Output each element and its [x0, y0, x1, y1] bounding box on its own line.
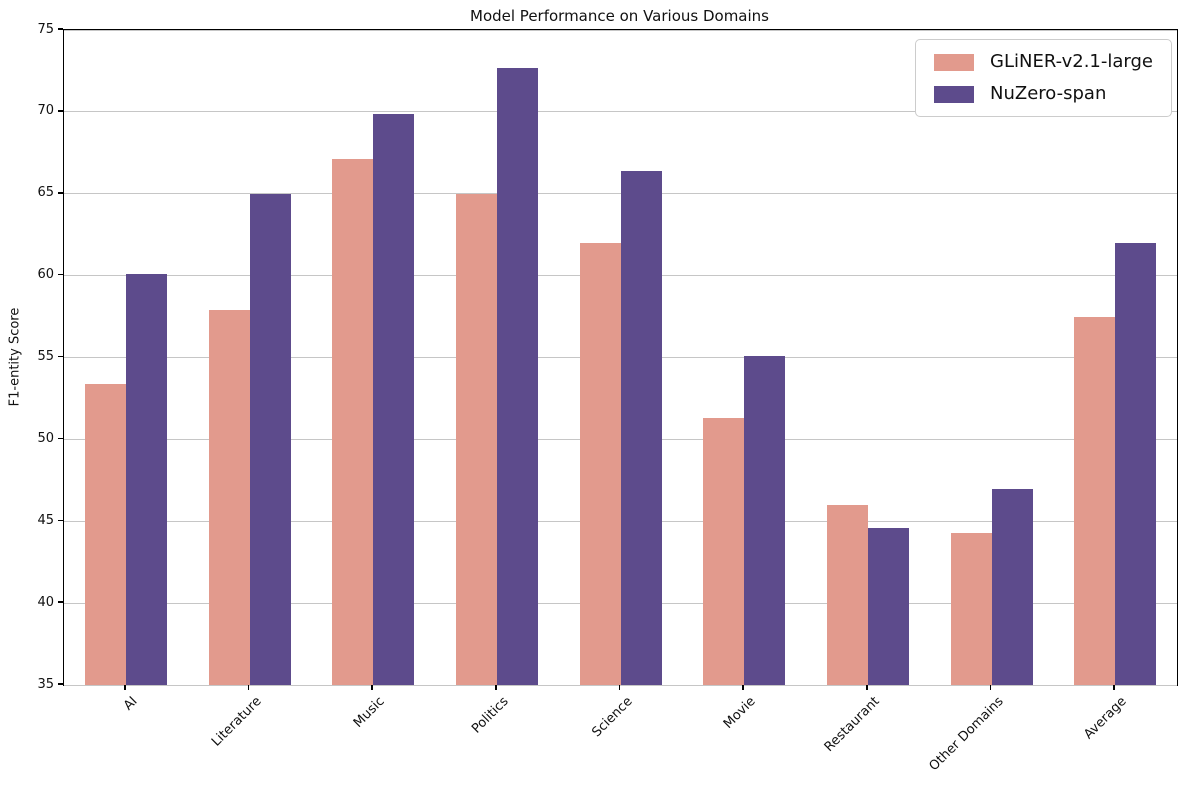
x-tick-label-literature: Literature: [208, 694, 265, 750]
bar-nuzero-span-science: [620, 170, 662, 685]
legend-label: NuZero-span: [990, 83, 1107, 104]
y-tick-label-60: 60: [37, 267, 54, 283]
x-tick-label-politics: Politics: [468, 694, 512, 737]
bar-nuzero-span-literature: [249, 193, 291, 685]
bar-gliner-v2-1-large-music: [332, 159, 374, 685]
gridline-y-70: [64, 111, 1177, 113]
x-tick-label-other-domains: Other Domains: [926, 694, 1007, 775]
y-tick-label-35: 35: [37, 676, 54, 692]
bar-nuzero-span-music: [373, 113, 415, 685]
x-tick-mark: [618, 685, 621, 690]
bar-gliner-v2-1-large-other-domains: [950, 532, 992, 685]
bar-gliner-v2-1-large-average: [1074, 316, 1116, 685]
legend-swatch-nuzero: [934, 85, 974, 103]
x-tick-mark: [495, 685, 497, 690]
y-tick-label-55: 55: [37, 349, 54, 364]
y-tick-mark: [58, 601, 63, 603]
x-tick-mark: [371, 685, 373, 690]
bar-gliner-v2-1-large-literature: [208, 310, 250, 685]
plot-area: [63, 29, 1178, 686]
y-tick-mark: [58, 28, 63, 30]
y-tick-label-75: 75: [37, 21, 54, 37]
bar-gliner-v2-1-large-ai: [84, 383, 126, 685]
legend-label: GLiNER-v2.1-large: [990, 51, 1153, 72]
y-tick-label-70: 70: [37, 103, 54, 119]
legend: GLiNER-v2.1-large NuZero-span: [915, 39, 1172, 117]
bar-nuzero-span-ai: [125, 274, 167, 685]
x-tick-label-ai: AI: [120, 694, 141, 714]
legend-item: GLiNER-v2.1-large: [934, 52, 1153, 72]
x-tick-label-average: Average: [1081, 694, 1130, 743]
x-tick-mark: [866, 685, 868, 690]
bar-nuzero-span-average: [1115, 242, 1157, 685]
x-tick-label-restaurant: Restaurant: [821, 694, 883, 755]
x-tick-mark: [247, 685, 250, 690]
bar-gliner-v2-1-large-restaurant: [826, 504, 868, 685]
y-tick-mark: [58, 110, 63, 112]
x-tick-label-movie: Movie: [720, 694, 759, 732]
y-tick-mark: [58, 683, 63, 685]
y-tick-mark: [58, 519, 63, 521]
gridline-y-75: [64, 29, 1177, 31]
legend-item: NuZero-span: [934, 84, 1153, 104]
x-tick-label-music: Music: [350, 694, 388, 731]
bar-nuzero-span-movie: [744, 355, 786, 685]
gridline-y-35: [64, 684, 1177, 686]
y-tick-label-40: 40: [37, 594, 54, 610]
bar-gliner-v2-1-large-science: [579, 242, 621, 685]
y-tick-label-65: 65: [37, 185, 54, 201]
bar-nuzero-span-restaurant: [867, 527, 909, 685]
y-tick-mark: [58, 273, 63, 276]
chart-title: Model Performance on Various Domains: [470, 7, 769, 25]
x-tick-mark: [124, 685, 126, 690]
y-tick-mark: [58, 192, 63, 194]
x-tick-mark: [989, 685, 992, 690]
bar-gliner-v2-1-large-movie: [703, 418, 745, 685]
y-tick-mark: [58, 437, 63, 440]
y-tick-mark: [58, 355, 63, 358]
x-tick-mark: [1113, 685, 1115, 690]
legend-swatch-gliner: [934, 53, 974, 71]
y-tick-label-50: 50: [37, 430, 54, 446]
bar-nuzero-span-politics: [496, 67, 538, 685]
bar-gliner-v2-1-large-politics: [455, 193, 497, 685]
bar-nuzero-span-other-domains: [991, 488, 1033, 685]
y-tick-label-45: 45: [37, 512, 54, 528]
x-tick-mark: [742, 685, 744, 690]
x-tick-label-science: Science: [588, 694, 636, 741]
